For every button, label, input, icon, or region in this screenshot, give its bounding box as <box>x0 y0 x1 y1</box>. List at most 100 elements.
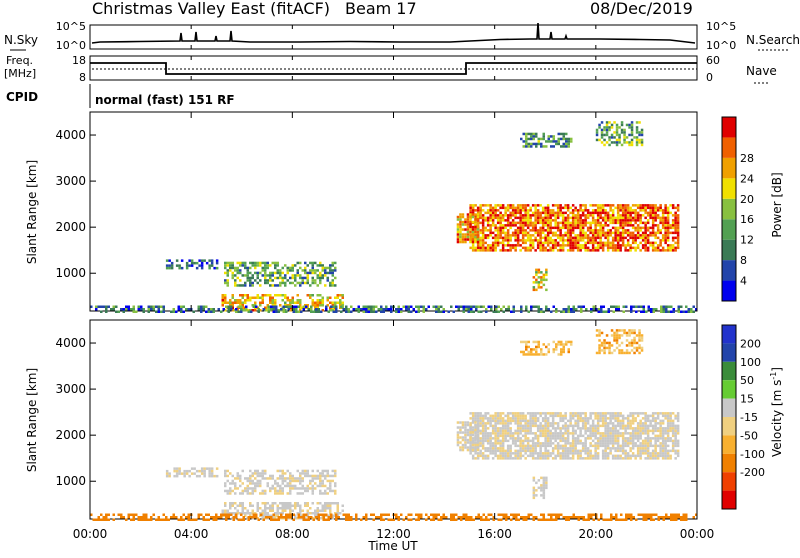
echo-cell <box>547 442 550 445</box>
echo-cell <box>323 516 326 519</box>
echo-cell <box>479 222 482 225</box>
echo-cell <box>403 519 406 522</box>
echo-cell <box>317 475 320 478</box>
echo-cell <box>632 239 635 242</box>
echo-cell <box>582 209 585 212</box>
echo-cell <box>618 352 621 355</box>
echo-cell <box>609 214 612 217</box>
echo-cell <box>484 415 487 418</box>
echo-cell <box>229 472 232 475</box>
echo-cell <box>559 204 562 207</box>
echo-cell <box>652 222 655 225</box>
echo-cell <box>479 412 482 415</box>
echo-cell <box>637 435 640 438</box>
echo-cell <box>474 421 477 424</box>
echo-cell <box>484 234 487 237</box>
echo-cell <box>479 455 482 458</box>
echo-cell <box>507 244 510 247</box>
echo-cell <box>544 445 547 448</box>
echo-cell <box>662 435 665 438</box>
echo-cell <box>282 477 285 480</box>
echo-cell <box>596 334 599 337</box>
echo-cell <box>627 457 630 460</box>
echo-cell <box>693 311 696 314</box>
echo-cell <box>659 204 662 207</box>
echo-cell <box>672 214 675 217</box>
echo-cell <box>312 267 315 270</box>
echo-cell <box>529 249 532 252</box>
echo-cell <box>457 236 460 239</box>
echo-cell <box>609 209 612 212</box>
echo-cell <box>562 432 565 435</box>
echo-cell <box>627 415 630 418</box>
echo-cell <box>232 297 235 300</box>
echo-cell <box>244 282 247 285</box>
echo-cell <box>683 311 686 314</box>
echo-cell <box>484 417 487 420</box>
echo-cell <box>242 274 245 277</box>
echo-cell <box>529 452 532 455</box>
echo-cell <box>482 244 485 247</box>
echo-cell <box>304 505 307 508</box>
echo-cell <box>285 519 288 522</box>
echo-cell <box>478 311 481 314</box>
echo-cell <box>502 435 505 438</box>
echo-cell <box>208 519 211 522</box>
echo-cell <box>284 274 287 277</box>
echo-cell <box>211 472 214 475</box>
echo-cell <box>642 412 645 415</box>
echo-cell <box>621 334 624 337</box>
echo-cell <box>509 214 512 217</box>
echo-cell <box>658 519 661 522</box>
echo-cell <box>584 440 587 443</box>
echo-cell <box>601 129 604 132</box>
echo-cell <box>302 269 305 272</box>
echo-cell <box>640 306 643 309</box>
echo-cell <box>659 455 662 458</box>
echo-cell <box>254 272 257 275</box>
echo-cell <box>176 470 179 473</box>
echo-cell <box>319 262 322 265</box>
echo-cell <box>340 306 343 309</box>
echo-cell <box>664 415 667 418</box>
echo-cell <box>579 219 582 222</box>
echo-cell <box>464 431 467 434</box>
echo-cell <box>282 272 285 275</box>
echo-cell <box>327 492 330 495</box>
echo-cell <box>383 308 386 311</box>
echo-cell <box>535 279 538 282</box>
echo-cell <box>489 207 492 210</box>
echo-cell <box>148 306 151 309</box>
echo-cell <box>264 472 267 475</box>
echo-cell <box>502 412 505 415</box>
echo-cell <box>474 223 477 226</box>
echo-cell <box>567 447 570 450</box>
echo-cell <box>650 519 653 522</box>
echo-cell <box>280 516 283 519</box>
echo-cell <box>559 455 562 458</box>
echo-cell <box>203 472 206 475</box>
echo-cell <box>639 455 642 458</box>
echo-cell <box>654 447 657 450</box>
echo-cell <box>188 475 191 478</box>
echo-cell <box>644 204 647 207</box>
echo-cell <box>652 450 655 453</box>
echo-cell <box>211 470 214 473</box>
echo-cell <box>492 432 495 435</box>
echo-cell <box>203 467 206 470</box>
echo-cell <box>208 264 211 267</box>
colorbar-tick-label: 12 <box>740 234 754 247</box>
echo-cell <box>201 262 204 265</box>
echo-cell <box>639 237 642 240</box>
echo-cell <box>534 224 537 227</box>
echo-cell <box>617 445 620 448</box>
echo-cell <box>602 425 605 428</box>
echo-cell <box>505 516 508 519</box>
echo-cell <box>497 435 500 438</box>
echo-cell <box>533 286 536 289</box>
echo-cell <box>614 417 617 420</box>
echo-cell <box>624 229 627 232</box>
echo-cell <box>548 308 551 311</box>
echo-cell <box>303 306 306 309</box>
